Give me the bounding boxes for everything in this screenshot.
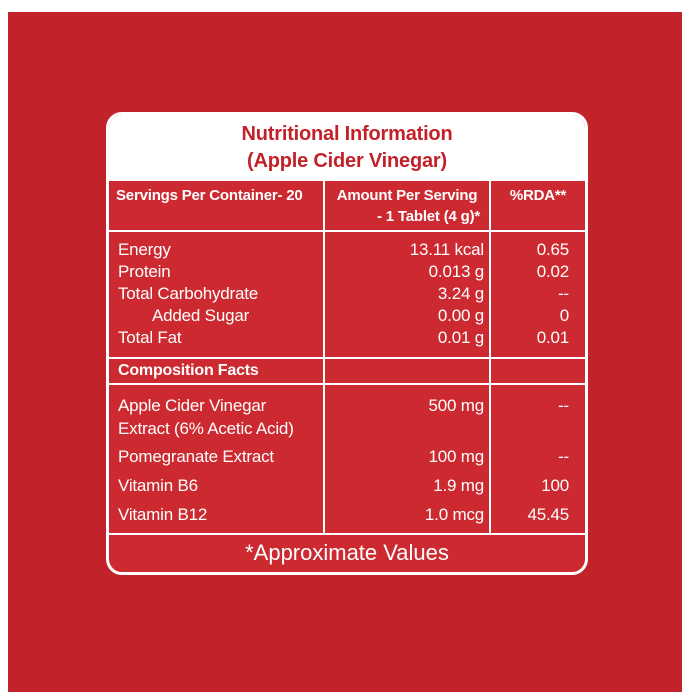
composition-facts-empty-amount-cell bbox=[323, 359, 489, 383]
header-amount-line2: - 1 Tablet (4 g)* bbox=[377, 208, 480, 225]
composition-item-rda-cell: -- bbox=[489, 442, 585, 471]
red-background: Nutritional Information (Apple Cider Vin… bbox=[8, 12, 682, 692]
composition-item-rda-cell: -- bbox=[489, 385, 585, 442]
card-title-line1: Nutritional Information bbox=[241, 123, 453, 145]
nutrient-rda: -- bbox=[558, 284, 569, 303]
nutrient-name: Energy bbox=[118, 240, 171, 259]
composition-item-amount: 500 mg bbox=[428, 396, 484, 415]
header-servings-per-container: Servings Per Container- 20 bbox=[116, 187, 303, 204]
nutrient-name: Total Carbohydrate bbox=[118, 284, 259, 303]
composition-item-rda-cell: 100 bbox=[489, 471, 585, 500]
composition-facts-row: Composition Facts bbox=[109, 357, 585, 385]
nutrient-amounts-column: 13.11 kcal 0.013 g 3.24 g 0.00 g 0.01 g bbox=[323, 232, 489, 357]
composition-item-amount: 1.9 mg bbox=[433, 476, 484, 495]
approximate-values-footer: *Approximate Values bbox=[109, 533, 585, 572]
header-amount-line1: Amount Per Serving bbox=[336, 187, 478, 204]
composition-item-rda: -- bbox=[558, 447, 569, 466]
composition-item-rda: -- bbox=[558, 396, 569, 415]
table-header-row: Servings Per Container- 20 Amount Per Se… bbox=[109, 181, 585, 232]
composition-item-name: Vitamin B6 bbox=[109, 471, 323, 500]
composition-facts-empty-rda-cell bbox=[489, 359, 585, 383]
header-amount-per-serving: Amount Per Serving - 1 Tablet (4 g)* bbox=[323, 181, 489, 230]
nutrient-block: Energy Protein Total Carbohydrate Added … bbox=[109, 232, 585, 357]
composition-item-name-line1: Vitamin B12 bbox=[118, 505, 208, 524]
nutrient-name: Added Sugar bbox=[152, 306, 250, 325]
nutrient-rda: 0.01 bbox=[536, 328, 569, 347]
composition-item-amount-cell: 1.0 mcg bbox=[323, 500, 489, 533]
composition-item-name: Pomegranate Extract bbox=[109, 442, 323, 471]
nutrient-amount: 0.013 g bbox=[428, 262, 485, 281]
composition-item-name: Vitamin B12 bbox=[109, 500, 323, 533]
composition-item-name-line1: Vitamin B6 bbox=[118, 476, 198, 495]
nutrient-rda: 0.65 bbox=[536, 240, 569, 259]
card-title: Nutritional Information (Apple Cider Vin… bbox=[109, 115, 585, 181]
composition-item-rda: 45.45 bbox=[527, 505, 569, 524]
composition-item-row: Vitamin B12 1.0 mcg 45.45 bbox=[109, 500, 585, 533]
composition-item-name-line2: Extract (6% Acetic Acid) bbox=[118, 419, 294, 438]
composition-item-rda: 100 bbox=[541, 476, 569, 495]
composition-item-name: Apple Cider Vinegar Extract (6% Acetic A… bbox=[109, 385, 323, 442]
nutrient-amount: 0.01 g bbox=[437, 328, 484, 347]
composition-item-row: Vitamin B6 1.9 mg 100 bbox=[109, 471, 585, 500]
composition-item-name-line1: Apple Cider Vinegar bbox=[118, 396, 267, 415]
composition-item-amount-cell: 500 mg bbox=[323, 385, 489, 442]
nutrient-amount: 0.00 g bbox=[437, 306, 484, 325]
composition-item-row: Apple Cider Vinegar Extract (6% Acetic A… bbox=[109, 385, 585, 442]
composition-item-amount: 1.0 mcg bbox=[424, 505, 484, 524]
card-title-line2: (Apple Cider Vinegar) bbox=[247, 150, 447, 172]
nutrient-amount: 3.24 g bbox=[437, 284, 484, 303]
nutrient-rda-column: 0.65 0.02 -- 0 0.01 bbox=[489, 232, 585, 357]
nutrient-rda: 0 bbox=[559, 306, 569, 325]
nutrition-card: Nutritional Information (Apple Cider Vin… bbox=[106, 112, 588, 575]
nutrient-name: Total Fat bbox=[118, 328, 182, 347]
composition-item-amount-cell: 100 mg bbox=[323, 442, 489, 471]
header-rda: %RDA** bbox=[489, 181, 585, 230]
composition-facts-label: Composition Facts bbox=[118, 362, 259, 379]
composition-item-rda-cell: 45.45 bbox=[489, 500, 585, 533]
nutrient-name: Protein bbox=[118, 262, 171, 281]
nutrient-amount: 13.11 kcal bbox=[409, 240, 484, 259]
composition-item-amount: 100 mg bbox=[428, 447, 484, 466]
nutrient-names-column: Energy Protein Total Carbohydrate Added … bbox=[109, 232, 323, 357]
composition-item-amount-cell: 1.9 mg bbox=[323, 471, 489, 500]
nutrient-rda: 0.02 bbox=[536, 262, 569, 281]
composition-item-row: Pomegranate Extract 100 mg -- bbox=[109, 442, 585, 471]
composition-item-name-line1: Pomegranate Extract bbox=[118, 447, 274, 466]
